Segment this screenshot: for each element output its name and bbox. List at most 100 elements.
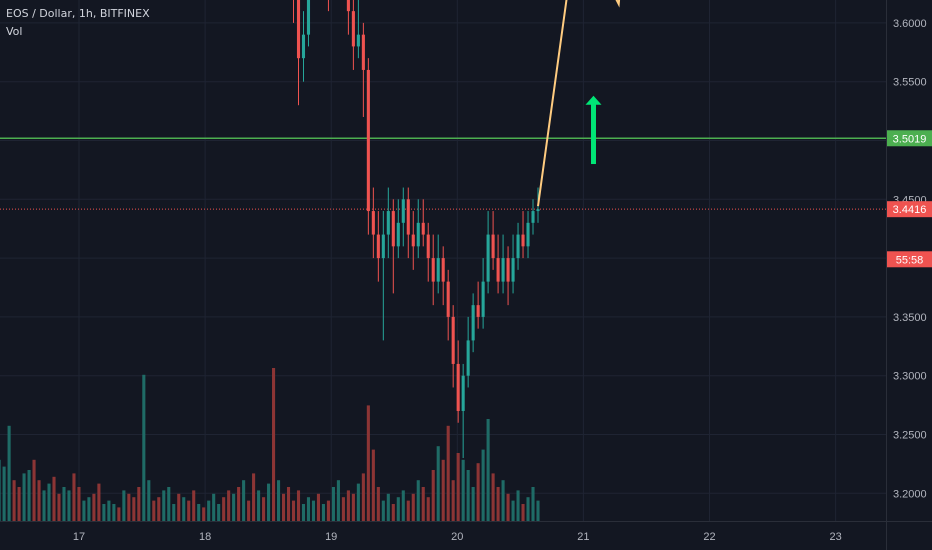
candle-body [536,209,540,212]
volume-bar [0,459,1,521]
volume-bar [87,497,91,521]
arrow-shaft [590,102,596,165]
volume-bar [446,425,450,521]
x-tick-label: 21 [577,531,589,543]
volume-bar [436,446,440,521]
candle-body [386,211,390,235]
volume-bar [202,507,206,521]
volume-bar [72,473,76,521]
volume-bar [92,493,96,521]
volume-bar [341,497,345,521]
volume-bar [177,493,181,521]
price-label-box [887,130,932,147]
volume-bar [461,459,465,521]
volume-bar [157,497,161,521]
candle-body [351,11,355,47]
candle-body [396,222,400,247]
volume-bar [27,470,31,521]
x-tick-label: 17 [73,531,85,543]
volume-bar [17,487,21,521]
y-tick-label: 3.6000 [893,18,927,30]
volume-bar [212,493,216,521]
volume-bar [167,487,171,521]
volume-bar [192,490,196,521]
volume-bar [47,483,51,521]
volume-bar [162,490,166,521]
volume-bar [356,483,360,521]
volume-bar [491,473,495,521]
y-tick-label: 3.3500 [893,312,927,324]
volume-bar [281,493,286,521]
volume-bar [227,490,231,521]
volume-bar [426,497,430,521]
volume-bar [242,480,246,521]
volume-bar [62,487,66,521]
candle-body [486,234,490,282]
x-tick-label: 18 [199,531,211,543]
candle-body [466,340,470,376]
y-tick-label: 3.3000 [893,371,927,383]
volume-bar [102,504,106,521]
price-label-box [887,201,932,218]
volume-bar [366,405,370,521]
volume-label: Vol [6,25,23,38]
candle-body [426,234,430,259]
volume-bar [421,487,425,521]
volume-bar [321,504,325,521]
volume-bar [481,449,485,521]
volume-bar [371,449,375,521]
volume-bar [127,493,131,521]
candle-body [471,305,475,341]
y-tick-label: 3.5500 [893,77,927,89]
volume-bar [252,473,256,521]
candle-body [296,0,301,59]
volume-bar [97,483,101,521]
volume-bar [262,497,266,521]
volume-bar [521,504,525,521]
candle-body [371,211,375,235]
volume-bar [12,480,16,521]
candle-body [391,211,395,247]
candles [293,0,540,459]
volume-bar [82,500,86,521]
volume-bar [486,419,490,521]
volume-bar [117,507,121,521]
volume-bar [516,490,520,521]
y-tick-label: 3.2000 [893,488,927,500]
candle-body [496,258,500,282]
volume-bar [326,500,330,521]
volume-bar [286,487,291,521]
up-arrow-icon [585,95,602,165]
volume-bar [152,500,156,521]
candle-body [526,222,530,247]
x-tick-label: 20 [451,531,463,543]
candle-body [346,0,350,12]
volume-bar [531,487,535,521]
volume-bar [137,487,141,521]
volume-bar [381,500,385,521]
volume-bar [142,374,146,521]
volume-bar [182,497,186,521]
candle-body [376,234,380,259]
volume-bar [316,493,321,521]
volume-bar [391,504,395,521]
candle-body [461,375,465,411]
price-label-last: 3.4416 [893,204,927,216]
volume-bar [451,480,455,521]
volume-bar [112,504,116,521]
candle-body [501,258,505,282]
volume-bar [187,500,191,521]
volume-bar [132,497,136,521]
chart-title: EOS / Dollar, 1h, BITFINEX [6,7,150,20]
candle-body [436,258,440,282]
volume-bar [396,497,400,521]
volume-bar [77,487,81,521]
volume-bar [37,480,41,521]
volume-bar [506,493,510,521]
candle-body [356,34,360,47]
volume-bar [471,487,475,521]
volume-bar [301,504,306,521]
